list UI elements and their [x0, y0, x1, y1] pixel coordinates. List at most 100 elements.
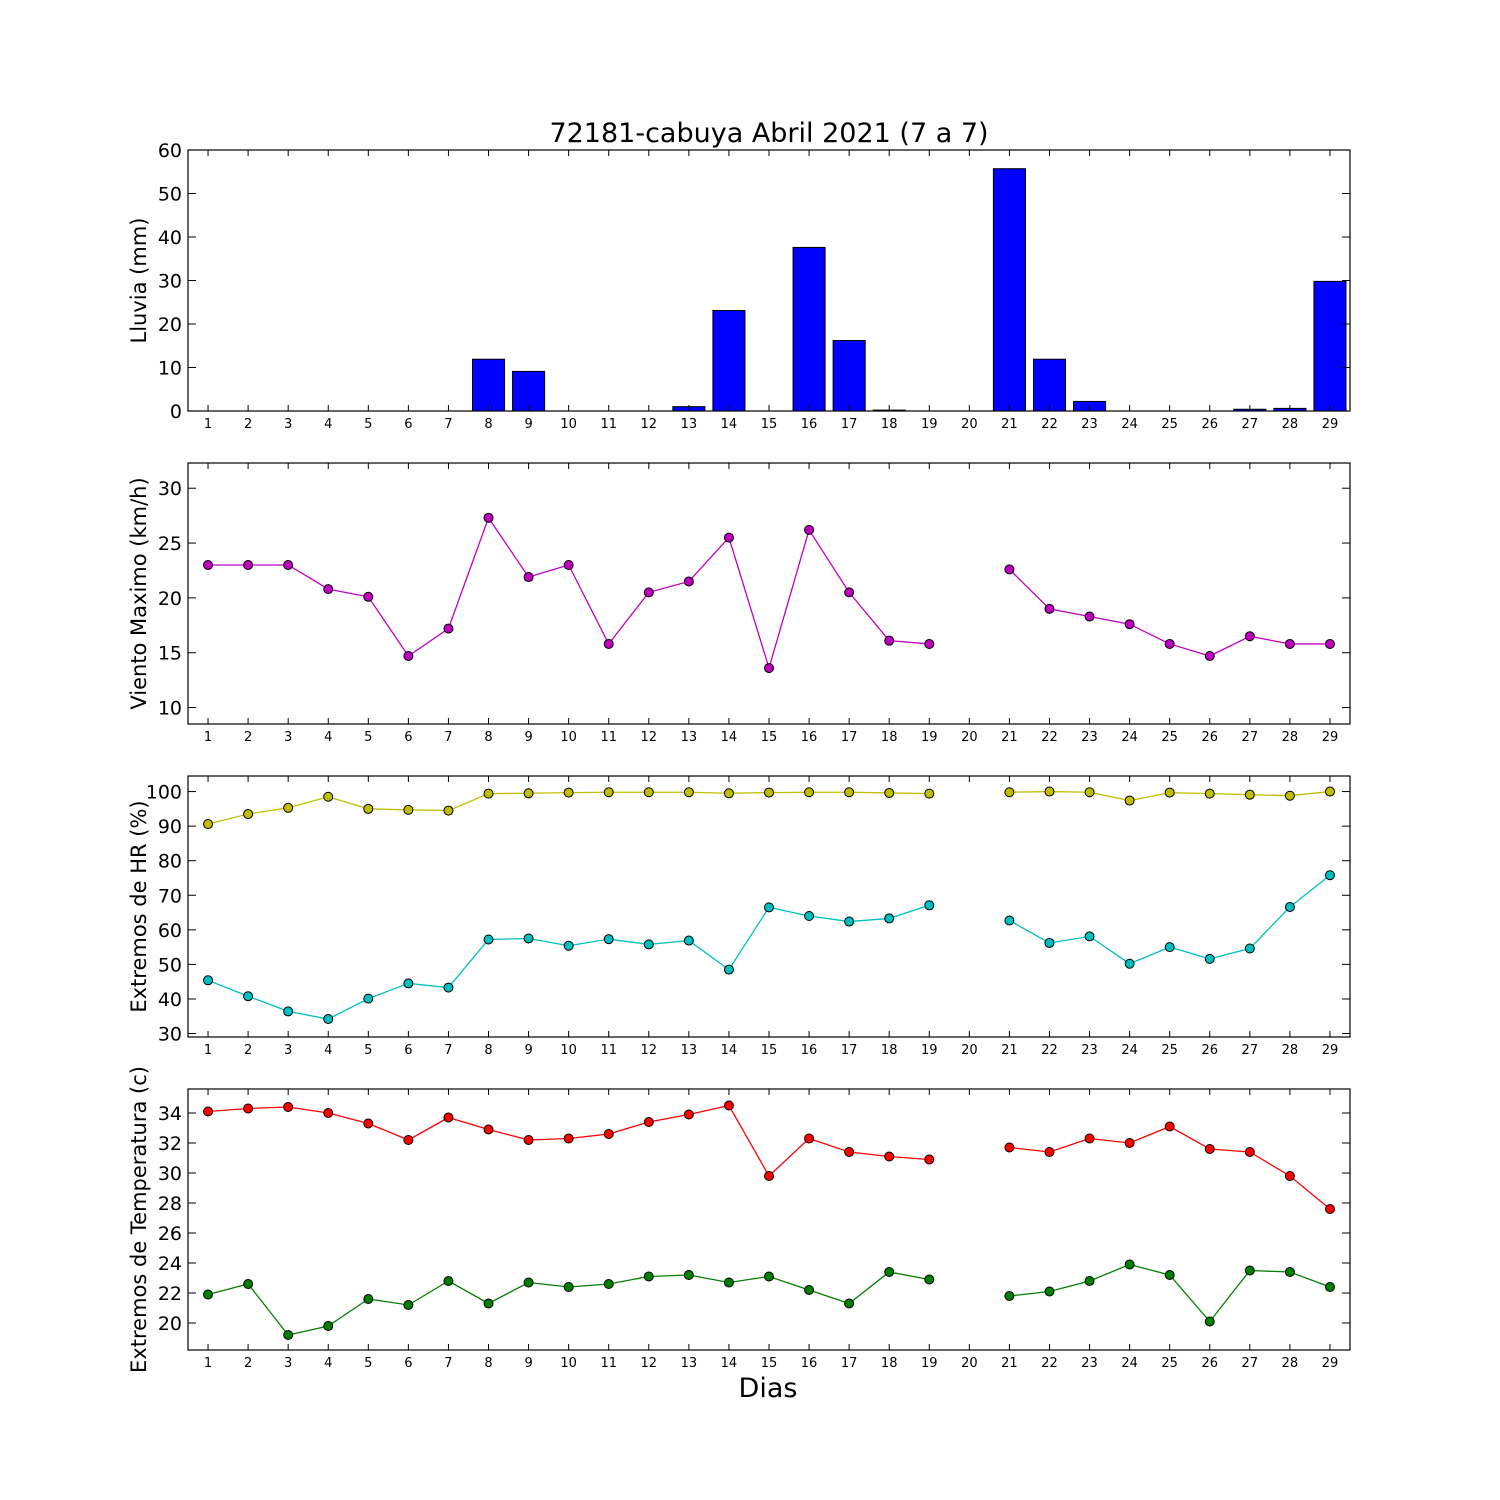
series-2-point-day-19	[924, 1274, 935, 1285]
x-tick-label: 21	[1001, 1043, 1018, 1058]
x-tick-label: 4	[324, 417, 332, 432]
y-axis-label: Lluvia (mm)	[127, 218, 151, 344]
series-1-point-day-8	[483, 1124, 494, 1135]
x-tick-label: 2	[244, 417, 252, 432]
plot-frame	[187, 149, 1351, 412]
bar-day-16	[792, 246, 826, 412]
series-2-point-day-4	[323, 1014, 334, 1025]
series-1-point-day-1	[203, 559, 214, 570]
x-tick-label: 23	[1081, 417, 1098, 432]
series-1-point-day-18	[884, 1151, 895, 1162]
x-tick-label: 26	[1201, 417, 1218, 432]
x-tick-label: 9	[524, 1356, 532, 1371]
panel-3: 1 2 3 4 5 6 7 8 9 10 11 12 13 14 15 16 17 18 19 20 21 22 23 24 2…	[127, 775, 1351, 1058]
x-tick-label: 14	[721, 1356, 738, 1371]
y-tick-label: 0	[170, 401, 182, 423]
series-2-point-day-24	[1124, 958, 1135, 969]
x-tick-label: 20	[961, 1356, 978, 1371]
series-1-point-day-21	[1004, 1142, 1015, 1153]
x-tick-label: 26	[1201, 1356, 1218, 1371]
x-tick-label: 1	[204, 1356, 212, 1371]
series-1-point-day-29	[1324, 1204, 1335, 1214]
y-tick-label: 30	[158, 1163, 182, 1185]
series-1-point-day-1	[203, 1106, 214, 1117]
series-2-point-day-22	[1044, 1286, 1055, 1297]
series-2-point-day-23	[1084, 1276, 1095, 1286]
x-tick-label: 15	[761, 1356, 778, 1371]
series-2-point-day-17	[844, 1298, 855, 1309]
series-1-point-day-24	[1124, 1138, 1135, 1148]
series-1-point-day-27	[1244, 789, 1255, 800]
bar-day-21	[992, 168, 1026, 412]
series-2-point-day-5	[363, 993, 374, 1004]
bar-day-22	[1032, 358, 1067, 412]
series-1-point-day-21	[1004, 787, 1015, 798]
x-tick-label: 12	[641, 1043, 658, 1058]
series-1-point-day-28	[1284, 638, 1295, 649]
x-tick-label: 6	[404, 1043, 412, 1058]
series-1-point-day-24	[1124, 795, 1135, 806]
series-1-point-day-14	[723, 788, 734, 799]
x-tick-label: 23	[1081, 1043, 1098, 1058]
series-1-point-day-22	[1044, 603, 1055, 614]
y-tick-label: 20	[158, 1313, 182, 1335]
series-2-point-day-25	[1164, 942, 1175, 953]
x-tick-label: 15	[761, 1043, 778, 1058]
x-tick-label: 6	[404, 417, 412, 432]
series-1-point-day-19	[924, 788, 935, 799]
series-2-point-day-23	[1084, 931, 1095, 942]
series-1-point-day-3	[283, 802, 294, 813]
y-tick-label: 15	[158, 643, 182, 665]
series-1-point-day-6	[403, 651, 414, 662]
series-1-point-day-11	[603, 787, 614, 798]
series-2-point-day-2	[243, 1279, 254, 1289]
series-1-point-day-3	[283, 1102, 294, 1112]
series-1-point-day-13	[683, 576, 694, 587]
series-1-point-day-3	[283, 559, 294, 570]
series-1-point-day-5	[363, 1118, 374, 1129]
x-tick-label: 29	[1322, 730, 1339, 745]
x-tick-label: 22	[1041, 1043, 1058, 1058]
series-1-point-day-9	[523, 1135, 534, 1145]
x-tick-label: 15	[761, 417, 778, 432]
series-2-point-day-12	[643, 1271, 654, 1282]
series-2-point-day-12	[643, 939, 654, 950]
x-tick-label: 12	[641, 417, 658, 432]
y-axis-label: Viento Maximo (km/h)	[127, 477, 151, 709]
series-2-point-day-17	[844, 916, 855, 927]
x-tick-label: 8	[484, 1356, 492, 1371]
series-1-point-day-7	[443, 805, 454, 816]
series-2-point-day-11	[603, 934, 614, 945]
x-tick-label: 11	[600, 1043, 617, 1058]
series-2-point-day-8	[483, 934, 494, 945]
series-2-point-day-7	[443, 1276, 454, 1286]
y-tick-label: 30	[158, 1024, 182, 1046]
x-tick-label: 11	[600, 730, 617, 745]
chart-title: 72181-cabuya Abril 2021 (7 a 7)	[549, 118, 988, 149]
x-tick-label: 19	[921, 417, 938, 432]
series-1-point-day-23	[1084, 611, 1095, 622]
series-2-point-day-24	[1124, 1259, 1135, 1270]
x-tick-label: 21	[1001, 730, 1018, 745]
series-1-point-day-18	[884, 787, 895, 798]
x-tick-label: 14	[721, 417, 738, 432]
series-1-point-day-16	[804, 1133, 815, 1144]
series-1-point-day-2	[243, 559, 254, 570]
series-2-point-day-27	[1244, 943, 1255, 954]
x-tick-label: 15	[761, 730, 778, 745]
series-1-point-day-9	[523, 788, 534, 799]
series-1-point-day-24	[1124, 619, 1135, 630]
series-2-point-day-8	[483, 1298, 494, 1309]
x-tick-label: 17	[841, 730, 858, 745]
y-tick-label: 60	[158, 140, 182, 162]
y-tick-label: 22	[158, 1283, 182, 1305]
series-2-line-segment-1	[207, 904, 930, 1020]
y-tick-label: 10	[158, 358, 182, 380]
x-tick-label: 23	[1081, 1356, 1098, 1371]
series-2-point-day-15	[764, 902, 774, 913]
series-1-point-day-12	[643, 787, 654, 798]
series-1-point-day-13	[683, 787, 694, 798]
x-tick-label: 28	[1282, 1356, 1299, 1371]
series-1-point-day-2	[243, 1103, 254, 1114]
